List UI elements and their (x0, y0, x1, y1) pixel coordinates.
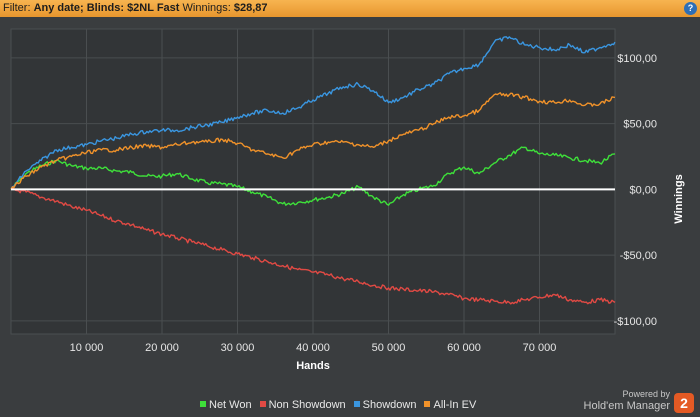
legend-label: All-In EV (433, 399, 477, 411)
series-lines (10, 36, 616, 305)
series-line-showdown (10, 36, 616, 190)
x-tick-label: 70 000 (523, 342, 557, 354)
series-line-non-showdown (10, 187, 616, 305)
brand-name: Hold'em Manager (583, 400, 670, 412)
powered-by-text: Powered by (622, 389, 670, 399)
hem-logo-icon: 2 (674, 393, 694, 413)
legend: Net Won Non Showdown Showdown All-In EV (200, 399, 484, 411)
filter-label: Filter: (3, 2, 31, 14)
legend-swatch (259, 401, 266, 407)
legend-swatch (424, 401, 431, 407)
y-tick-label: -$50,00 (620, 250, 657, 262)
y-tick-label: $50,00 (623, 119, 657, 131)
legend-swatch (353, 401, 360, 407)
legend-swatch (200, 401, 206, 407)
y-axis-title: Winnings (673, 174, 685, 223)
y-tick-label: $0,00 (629, 184, 657, 196)
x-tick-label: 30 000 (221, 342, 255, 354)
series-line-all-in-ev (10, 92, 616, 190)
filter-bar: Filter: Any date; Blinds: $2NL Fast Winn… (0, 0, 700, 17)
y-tick-label: -$100,00 (614, 316, 657, 328)
series-line-net-won (10, 146, 616, 206)
winnings-label: Winnings: (182, 2, 231, 14)
winnings-value: $28,87 (233, 2, 268, 14)
y-tick-label: $100,00 (617, 53, 657, 65)
legend-label: Net Won (209, 399, 252, 411)
x-tick-label: 10 000 (70, 342, 104, 354)
legend-item-all-in-ev: All-In EV (424, 399, 476, 411)
filter-summary: Any date; Blinds: $2NL Fast (33, 2, 180, 14)
x-tick-label: 20 000 (145, 342, 179, 354)
legend-label: Non Showdown (268, 399, 346, 411)
legend-item-net-won: Net Won (200, 399, 252, 411)
x-tick-label: 50 000 (372, 342, 406, 354)
legend-item-non-showdown: Non Showdown (259, 399, 346, 411)
x-tick-label: 60 000 (447, 342, 481, 354)
y-axis-ticks: -$100,00 -$50,00 $0,00 $50,00 $100,00 (614, 53, 657, 328)
winnings-chart: 10 000 20 000 30 000 40 000 50 000 60 000 70 0… (10, 28, 685, 372)
x-axis-title: Hands (296, 360, 330, 372)
x-tick-label: 40 000 (296, 342, 330, 354)
help-icon[interactable]: ? (684, 2, 697, 15)
x-axis-ticks: 10 000 20 000 30 000 40 000 50 000 60 000 70 0… (70, 342, 557, 354)
grid-lines (11, 29, 615, 334)
brand-block: Powered by Hold'em Manager (584, 389, 670, 413)
legend-item-showdown: Showdown (353, 399, 417, 411)
legend-label: Showdown (362, 399, 417, 411)
